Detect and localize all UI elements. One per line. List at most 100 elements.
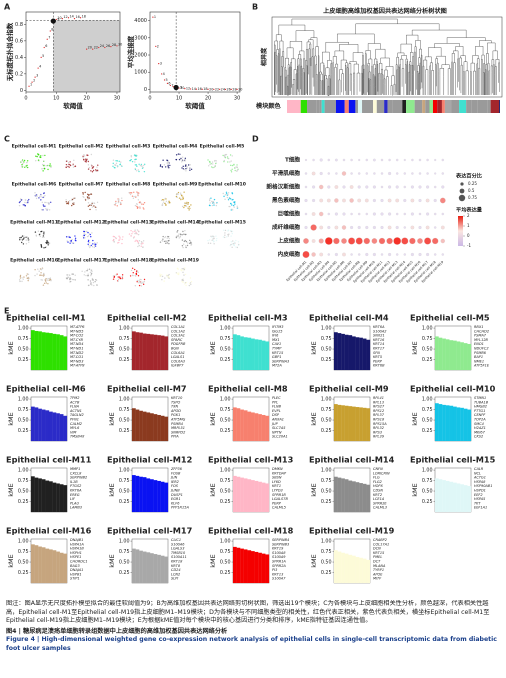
umap-point [179,233,182,236]
gene-label: STIP1 [70,577,80,581]
dot [424,237,432,245]
umap-point [229,161,231,163]
gene-label: MX1 [272,338,280,342]
dot [311,239,316,243]
umap-point [188,284,191,287]
dot [418,225,422,230]
umap-point [86,269,89,272]
gene-label: LIF [70,497,76,501]
umap [112,154,146,173]
module-title: Epithelial cell-M8 [208,384,288,394]
gene-label: MT-ND1 [70,347,83,351]
dot [411,158,414,162]
umap-point [213,166,216,168]
umap-point [65,160,68,163]
kme-bar [157,335,161,371]
module-color-segment [432,100,438,113]
dot [372,185,376,189]
kme-bar [59,335,64,371]
umap-point [67,203,70,205]
kme-bar [157,480,161,513]
umap-point [136,192,139,195]
umap-point [134,240,136,242]
umap-point [34,231,37,233]
umap-point [118,241,120,244]
dot [410,252,414,257]
umap-point [25,243,28,245]
umap-point [169,164,171,167]
panel-label: A [4,3,11,12]
y-tick-label: 1.00 [119,397,130,403]
umap-point [227,230,229,232]
umap-point [42,196,44,199]
umap-point [48,203,50,206]
umap-point [115,237,117,240]
umap-point [24,199,27,201]
gene-label: APOD [170,409,181,413]
umap-point [168,162,170,165]
umap [18,267,52,286]
umap-point [129,275,132,277]
umap-title: Epithelial cell-M15 [198,220,246,226]
umap-point [25,201,28,204]
umap-point [190,283,192,286]
data-point [73,17,76,20]
module-color-segment [316,100,320,113]
kme-bar [449,405,454,442]
umap-point [168,277,170,279]
umap-point [22,278,24,280]
umap-point [37,154,40,156]
umap-point [211,204,214,207]
umap-point [20,236,22,239]
y-tick-label: 1.00 [18,326,29,332]
umap-point [131,267,134,269]
data-point [207,88,209,90]
umap-point [168,237,170,240]
dot [410,212,414,216]
umap-point [47,283,49,285]
umap-point [87,240,90,243]
panel-label: C [4,135,10,144]
umap-point [82,157,84,159]
kme-bar [467,409,472,442]
point-label: 2 [157,44,159,48]
umap-point [224,232,226,234]
umap-title: Epithelial cell-M2 [59,144,104,150]
kme-bar [243,410,248,442]
dot [372,212,376,216]
umap-point [138,240,141,242]
gene-label: IL1B [70,480,78,484]
umap-point [45,208,47,210]
dot [312,185,316,189]
gene-label: EEF1A1 [474,506,487,510]
module-color-segment [348,100,356,113]
umap-point [19,275,22,278]
dot [371,238,378,244]
umap-point [183,204,186,207]
dot [418,185,422,189]
umap-point [70,278,72,280]
dot [401,237,409,245]
umap-point [161,278,163,281]
kme-bar [261,414,266,442]
umap-point [27,239,29,241]
umap-point [44,205,46,207]
umap-point [121,238,123,241]
kme-bar [157,554,161,584]
color-legend-title: 平均表达量 [456,206,483,214]
umap-point [142,283,145,286]
gene-label: PPP1R15A [171,506,189,510]
gene-label: PPL [272,400,278,404]
umap-point [180,197,182,200]
module-color-label: 模块颜色 [256,102,282,110]
kme-bar [467,485,472,513]
kme-bar [452,482,457,513]
umap-point [137,194,139,196]
umap-point [73,202,75,204]
dot [327,158,331,162]
umap-point [207,242,210,244]
module-color-segment [376,100,385,113]
data-point [104,46,106,49]
dot [410,225,415,230]
umap-point [38,270,40,272]
